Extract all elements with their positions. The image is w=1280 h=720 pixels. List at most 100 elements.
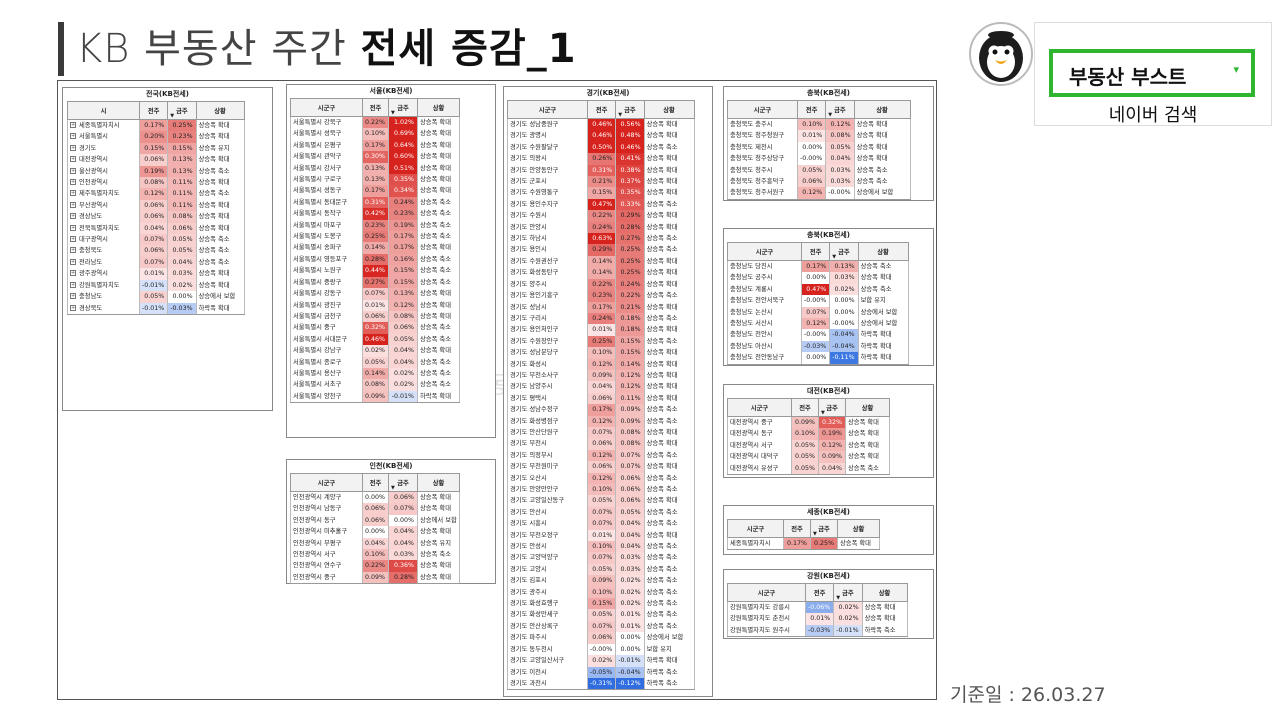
status-cell: 상승폭 확대 — [195, 222, 245, 235]
expand-plus-icon[interactable]: + — [70, 270, 76, 277]
column-header-name[interactable]: 시군구 — [290, 473, 363, 492]
column-header-status[interactable]: 상황 — [643, 100, 695, 119]
this-week-value: 0.07% — [615, 461, 645, 473]
expand-plus-icon[interactable]: + — [70, 133, 76, 140]
data-table: 시 전주 금주 ▼ 상황 + 세종특별자치시 0.17% 0.25% 상승폭 확대 + 서울특별시 0.… — [67, 101, 245, 315]
expand-plus-icon[interactable]: + — [70, 224, 76, 231]
penguin-avatar-svg — [979, 31, 1023, 82]
sort-desc-icon[interactable]: ▼ — [618, 112, 623, 118]
column-header-this-week[interactable]: 금주 ▼ — [167, 101, 197, 120]
region-name: 충청남도 천안시 — [730, 331, 773, 339]
region-name: 서울특별시 강북구 — [293, 119, 342, 126]
expand-plus-icon[interactable]: + — [70, 179, 76, 186]
column-header-this-week[interactable]: 금주 ▼ — [388, 473, 419, 492]
column-header-this-week[interactable]: 금주 ▼ — [825, 100, 855, 119]
column-header-prev-week[interactable]: 전주 — [361, 473, 390, 492]
expand-plus-icon[interactable]: + — [70, 190, 76, 197]
sort-desc-icon[interactable]: ▼ — [832, 254, 837, 260]
region-name: 서울특별시 서대문구 — [293, 335, 348, 343]
column-header-prev-week[interactable]: 전주 — [791, 398, 819, 417]
region-cell: 경기도 수원시 — [507, 210, 588, 222]
table-row: 충청남도 공주시 0.00% 0.03% 상승폭 확대 — [727, 272, 909, 284]
column-header-prev-week[interactable]: 전주 — [804, 583, 835, 602]
sort-desc-icon[interactable]: ▼ — [391, 110, 395, 116]
this-week-value: 0.03% — [825, 176, 855, 188]
table-row: 경기도 광주시 0.10% 0.02% 상승폭 축소 — [507, 586, 695, 599]
prev-week-value: 0.07% — [586, 518, 617, 530]
column-header-name[interactable]: 시군구 — [727, 242, 802, 261]
column-header-prev-week[interactable]: 전주 — [783, 519, 811, 538]
expand-plus-icon[interactable]: + — [70, 144, 76, 151]
status-cell: 하락폭 확대 — [643, 655, 695, 667]
column-header-name[interactable]: 시군구 — [507, 100, 588, 119]
column-header-name[interactable]: 시군구 — [290, 98, 363, 117]
column-header-prev-week[interactable]: 전주 — [138, 101, 169, 120]
column-header-status[interactable]: 상황 — [853, 100, 911, 119]
column-header-this-week[interactable]: 금주 ▼ — [615, 100, 645, 119]
column-header-prev-week[interactable]: 전주 — [800, 242, 831, 261]
expand-plus-icon[interactable]: + — [70, 258, 76, 265]
data-table: 시군구 전주 금주 ▼ 상황 강원특별자치도 강릉시 -0.06% 0.02% 상승폭 확대 강원… — [727, 583, 908, 638]
expand-plus-icon[interactable]: + — [70, 167, 76, 174]
prev-week-value: 0.05% — [586, 563, 617, 576]
column-header-this-week[interactable]: 금주 ▼ — [818, 398, 846, 417]
column-header-label: 상황 — [432, 480, 445, 487]
column-header-status[interactable]: 상황 — [845, 398, 890, 417]
status-cell: 상승폭 확대 — [417, 116, 461, 129]
column-header-name[interactable]: 시군구 — [727, 398, 792, 417]
expand-plus-icon[interactable]: + — [70, 156, 76, 163]
table-row: 경기도 수원장안구 0.25% 0.15% 상승폭 축소 — [507, 335, 695, 348]
expand-plus-icon[interactable]: + — [70, 201, 76, 208]
column-header-this-week[interactable]: 금주 ▼ — [833, 583, 863, 602]
expand-plus-icon[interactable]: + — [70, 281, 76, 288]
column-header-prev-week[interactable]: 전주 — [796, 100, 827, 119]
sort-desc-icon[interactable]: ▼ — [828, 112, 833, 118]
status-cell: 상승폭 축소 — [417, 367, 461, 380]
this-week-value: 0.41% — [615, 153, 645, 165]
region-cell: 경기도 과천시 — [507, 677, 588, 691]
status-cell: 보합 유지 — [857, 295, 909, 307]
this-week-value: 0.27% — [615, 233, 645, 245]
status-cell: 상승폭 축소 — [643, 598, 695, 610]
column-header-label: 전주 — [791, 526, 803, 533]
expand-plus-icon[interactable]: + — [70, 304, 76, 311]
column-header-this-week[interactable]: 금주 ▼ — [829, 242, 859, 261]
prev-week-value: 0.10% — [791, 428, 819, 440]
column-header-name[interactable]: 시군구 — [727, 583, 806, 602]
expand-plus-icon[interactable]: + — [70, 293, 76, 300]
column-header-name[interactable]: 시군구 — [727, 100, 798, 119]
data-table: 시군구 전주 금주 ▼ 상황 대전광역시 중구 0.09% 0.32% 상승폭 확대 대전광역시 … — [727, 398, 890, 476]
column-header-this-week[interactable]: 금주 ▼ — [388, 98, 419, 117]
expand-plus-icon[interactable]: + — [70, 122, 76, 128]
sort-desc-icon[interactable]: ▼ — [170, 113, 175, 119]
column-header-status[interactable]: 상황 — [417, 98, 461, 117]
prev-week-value: 0.13% — [361, 174, 390, 186]
expand-plus-icon[interactable]: + — [70, 236, 76, 243]
column-header-status[interactable]: 상황 — [417, 473, 461, 492]
expand-plus-icon[interactable]: + — [70, 247, 76, 254]
table-row: 경기도 수원시 0.22% 0.29% 상승폭 확대 — [507, 210, 695, 222]
brand-dropdown[interactable]: 부동산 부스트 ▾ — [1049, 49, 1255, 97]
sort-desc-icon[interactable]: ▼ — [813, 531, 817, 537]
sort-desc-icon[interactable]: ▼ — [836, 595, 841, 601]
column-header-label: 시군구 — [755, 249, 774, 256]
status-cell: 상승폭 축소 — [417, 549, 461, 561]
sort-desc-icon[interactable]: ▼ — [821, 410, 825, 416]
column-header-name[interactable]: 시군구 — [727, 519, 784, 538]
sort-desc-icon[interactable]: ▼ — [391, 485, 395, 491]
status-cell: 상승폭 확대 — [845, 439, 890, 452]
column-header-status[interactable]: 상황 — [837, 519, 880, 538]
column-header-label: 상황 — [877, 249, 889, 256]
column-header-status[interactable]: 상황 — [195, 101, 245, 120]
region-name: 충청남도 논산시 — [730, 308, 773, 316]
expand-plus-icon[interactable]: + — [70, 213, 76, 220]
column-header-status[interactable]: 상황 — [861, 583, 908, 602]
column-header-this-week[interactable]: 금주 ▼ — [810, 519, 838, 538]
column-header-status[interactable]: 상황 — [857, 242, 909, 261]
region-cell: 인천광역시 동구 — [290, 514, 363, 527]
column-header-prev-week[interactable]: 전주 — [361, 98, 390, 117]
status-cell: 상승폭 확대 — [643, 461, 695, 473]
column-header-name[interactable]: 시 — [67, 101, 140, 120]
column-header-prev-week[interactable]: 전주 — [586, 100, 617, 119]
table-row: 경기도 부천오정구 0.01% 0.04% 상승폭 확대 — [507, 529, 695, 542]
